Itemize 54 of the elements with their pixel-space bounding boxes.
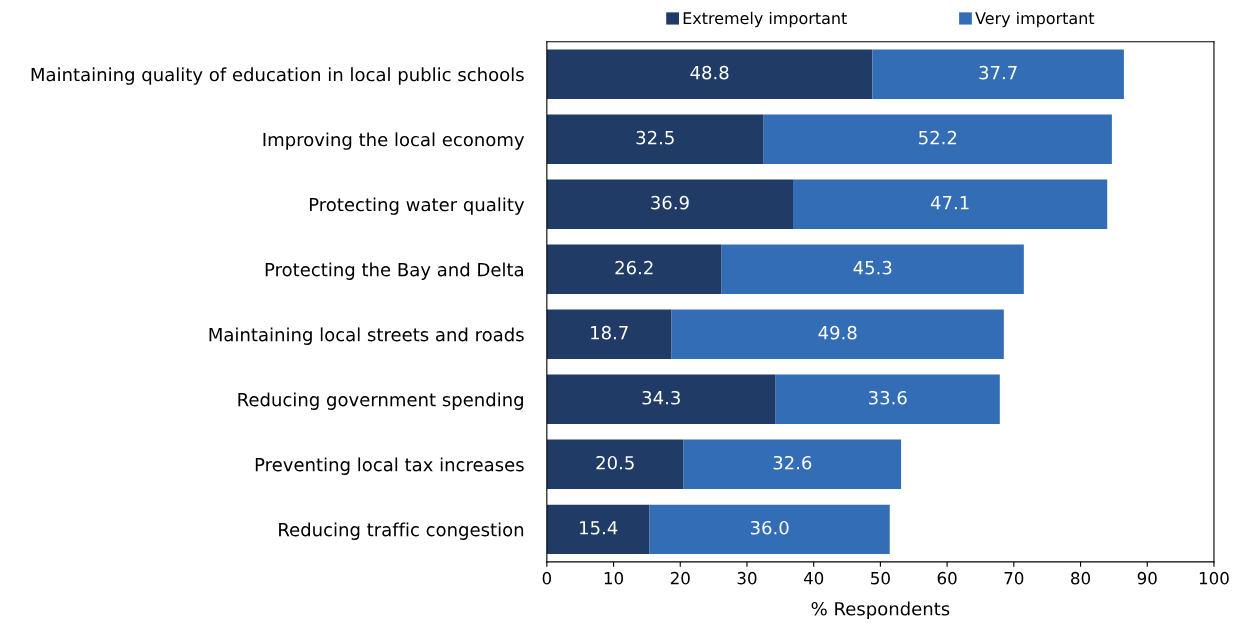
- data-label: 18.7: [591, 325, 628, 340]
- bar: [546, 179, 794, 229]
- data-label: 32.5: [636, 130, 674, 145]
- bar: [649, 504, 890, 555]
- data-label: 48.8: [690, 65, 729, 80]
- x-tick-label: 40: [803, 571, 824, 585]
- bar: [546, 504, 650, 555]
- y-tick-label: Preventing local tax increases: [255, 457, 524, 475]
- data-label: 34.3: [642, 390, 680, 405]
- x-tick-label: 0: [542, 571, 552, 585]
- data-label: 36.0: [750, 520, 789, 535]
- x-tick-label: 60: [937, 571, 957, 585]
- legend-label: Very important: [975, 11, 1095, 28]
- x-tick-label: 20: [670, 571, 690, 585]
- bar: [546, 309, 672, 359]
- bar: [721, 244, 1024, 294]
- data-label: 20.5: [596, 455, 634, 470]
- x-tick-label: 30: [737, 571, 757, 585]
- x-tick-label: 90: [1137, 571, 1157, 585]
- bar: [546, 439, 684, 490]
- y-tick-label: Improving the local economy: [263, 132, 525, 150]
- bar: [872, 49, 1124, 99]
- bar: [546, 49, 873, 99]
- bar: [793, 179, 1108, 229]
- data-label: 45.3: [853, 260, 892, 275]
- y-tick-label: Protecting water quality: [309, 197, 525, 215]
- x-tick-label: 50: [871, 571, 890, 585]
- x-tick-label: 70: [1004, 571, 1024, 585]
- y-tick-label: Maintaining local streets and roads: [209, 327, 524, 345]
- bar: [775, 374, 1000, 425]
- x-tick-label: 10: [604, 571, 624, 585]
- y-tick-label: Maintaining quality of education in local public schools: [31, 67, 524, 85]
- data-label: 33.6: [869, 390, 907, 405]
- legend-label: Extremely important: [683, 11, 847, 28]
- bar: [546, 374, 776, 425]
- x-tick-label: 80: [1071, 571, 1091, 585]
- bar: [546, 244, 722, 294]
- data-label: 26.2: [615, 260, 653, 275]
- x-tick-label: 100: [1199, 571, 1229, 585]
- data-label: 36.9: [651, 195, 689, 210]
- data-label: 37.7: [979, 65, 1017, 80]
- bar: [671, 309, 1004, 359]
- x-axis-title: % Respondents: [811, 601, 950, 620]
- y-tick-label: Reducing government spending: [238, 392, 523, 410]
- y-tick-label: Reducing traffic congestion: [279, 522, 524, 540]
- data-label: 15.4: [580, 521, 618, 535]
- bar: [763, 114, 1112, 164]
- data-label: 49.8: [818, 325, 857, 340]
- data-label: 47.1: [930, 196, 969, 210]
- y-tick-label: Protecting the Bay and Delta: [265, 262, 523, 280]
- bar: [683, 439, 902, 490]
- bar: [546, 114, 764, 164]
- data-label: 32.6: [773, 455, 812, 470]
- data-label: 52.2: [919, 130, 957, 145]
